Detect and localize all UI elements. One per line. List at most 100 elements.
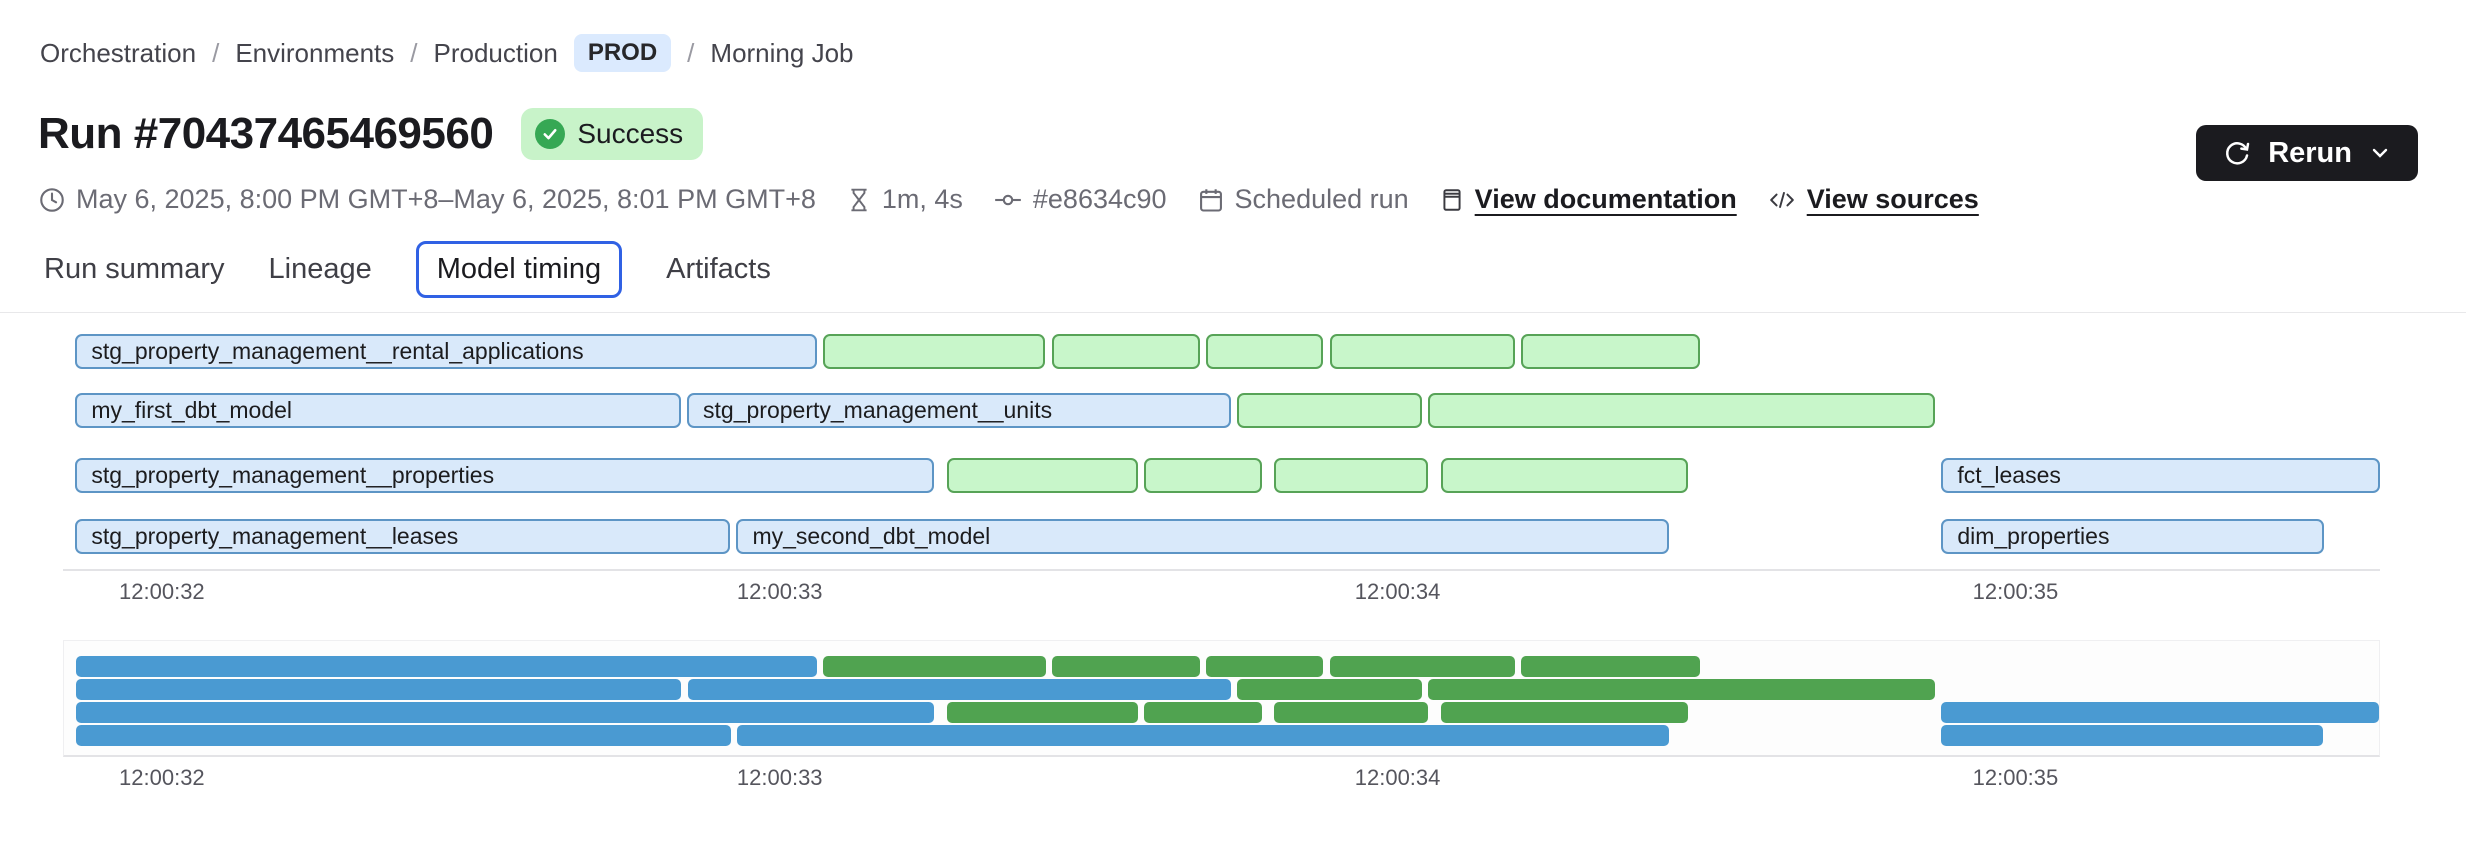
gantt-bar-my_first_dbt_model xyxy=(76,679,682,700)
gantt-bar-stg_property_management__properties xyxy=(76,702,935,723)
gantt-bar-stg_property_management__properties[interactable]: stg_property_management__properties xyxy=(75,458,935,493)
gantt-bar xyxy=(1051,656,1200,677)
axis-tick-label: 12:00:34 xyxy=(1354,579,1441,604)
gantt-bar-stg_property_management__leases xyxy=(76,725,731,746)
gantt-bar-fct_leases xyxy=(1940,702,2379,723)
code-icon xyxy=(1769,191,1794,208)
gantt-bar[interactable] xyxy=(1206,334,1324,369)
chevron-down-icon xyxy=(2372,148,2388,158)
breadcrumb-item-orchestration[interactable]: Orchestration xyxy=(40,37,197,68)
axis-tick-label: 12:00:33 xyxy=(736,579,823,604)
gantt-bar xyxy=(946,702,1139,723)
tab-model-timing[interactable]: Model timing xyxy=(415,241,623,298)
gantt-axis-line xyxy=(63,569,2380,571)
calendar-icon xyxy=(1199,188,1222,212)
axis-tick-label: 12:00:35 xyxy=(1972,765,2059,790)
gantt-bar[interactable] xyxy=(1236,393,1423,428)
run-trigger: Scheduled run xyxy=(1197,184,1409,215)
axis-tick-label: 12:00:34 xyxy=(1354,765,1441,790)
model-timing-gantt: stg_property_management__rental_applicat… xyxy=(63,334,2380,604)
breadcrumb-item-morning-job[interactable]: Morning Job xyxy=(710,37,854,68)
tab-artifacts[interactable]: Artifacts xyxy=(666,253,771,285)
tab-run-summary[interactable]: Run summary xyxy=(44,253,225,285)
gantt-bar xyxy=(1273,702,1429,723)
gantt-bar xyxy=(1520,656,1700,677)
refresh-icon xyxy=(2226,142,2250,165)
title-row: Run #70437465469560 Success xyxy=(0,72,2466,160)
breadcrumb-item-production[interactable]: Production xyxy=(433,37,558,68)
gantt-bar[interactable] xyxy=(946,458,1139,493)
gantt-bar-label: stg_property_management__rental_applicat… xyxy=(91,338,584,364)
gantt-bar[interactable] xyxy=(1521,334,1701,369)
gantt-bar[interactable] xyxy=(1144,458,1262,493)
breadcrumb-separator: / xyxy=(212,37,220,68)
gantt-bar[interactable] xyxy=(822,334,1046,369)
gantt-bar-fct_leases[interactable]: fct_leases xyxy=(1941,458,2380,493)
gantt-bar-label: stg_property_management__properties xyxy=(91,462,495,488)
gantt-bar-my_second_dbt_model[interactable]: my_second_dbt_model xyxy=(736,519,1670,554)
gantt-bar-stg_property_management__units xyxy=(687,679,1231,700)
gantt-bar xyxy=(1329,656,1515,677)
breadcrumb-item-environments[interactable]: Environments xyxy=(235,37,395,68)
breadcrumb-separator: / xyxy=(410,37,418,68)
overview-time-axis: 12:00:32 12:00:33 12:00:34 12:00:35 xyxy=(63,765,2380,799)
gantt-bar xyxy=(823,656,1046,677)
gantt-overview-brush[interactable] xyxy=(63,640,2380,757)
axis-tick-label: 12:00:32 xyxy=(119,765,205,790)
success-check-icon xyxy=(535,119,566,149)
gantt-lanes: stg_property_management__rental_applicat… xyxy=(63,334,2380,555)
axis-tick-label: 12:00:33 xyxy=(736,765,823,790)
gantt-bar xyxy=(1440,702,1688,723)
run-trigger-text: Scheduled run xyxy=(1234,184,1409,214)
gantt-overview: 12:00:32 12:00:33 12:00:34 12:00:35 xyxy=(63,640,2380,820)
axis-tick-label: 12:00:32 xyxy=(119,579,205,604)
gantt-bar-stg_property_management__units[interactable]: stg_property_management__units xyxy=(687,393,1231,428)
run-time-range: May 6, 2025, 8:00 PM GMT+8–May 6, 2025, … xyxy=(38,184,816,215)
gantt-bar-stg_property_management__rental_applications xyxy=(76,656,818,677)
gantt-bar xyxy=(1428,679,1935,700)
gantt-bar-label: fct_leases xyxy=(1957,462,2061,488)
view-sources[interactable]: View sources xyxy=(1767,184,1979,215)
view-documentation-link[interactable]: View documentation xyxy=(1474,184,1737,214)
environment-badge: PROD xyxy=(573,34,672,72)
commit-icon xyxy=(995,194,1021,205)
axis-tick-label: 12:00:35 xyxy=(1972,579,2059,604)
status-badge: Success xyxy=(521,108,704,160)
run-meta-row: May 6, 2025, 8:00 PM GMT+8–May 6, 2025, … xyxy=(0,160,2466,215)
gantt-bar[interactable] xyxy=(1051,334,1200,369)
commit-hash: #e8634c90 xyxy=(993,184,1167,215)
gantt-bar-stg_property_management__leases[interactable]: stg_property_management__leases xyxy=(75,519,731,554)
page-title: Run #70437465469560 xyxy=(38,109,494,158)
rerun-button[interactable]: Rerun xyxy=(2196,125,2418,181)
gantt-bar[interactable] xyxy=(1274,458,1429,493)
gantt-bar-dim_properties[interactable]: dim_properties xyxy=(1941,519,2325,554)
gantt-bar-my_second_dbt_model xyxy=(736,725,1670,746)
gantt-bar[interactable] xyxy=(1440,458,1688,493)
gantt-bar xyxy=(1236,679,1423,700)
breadcrumb: Orchestration / Environments / Productio… xyxy=(0,0,2466,72)
run-duration-text: 1m, 4s xyxy=(881,184,963,214)
gantt-bar xyxy=(1144,702,1262,723)
gantt-bar-label: my_first_dbt_model xyxy=(91,397,293,423)
commit-hash-text: #e8634c90 xyxy=(1032,184,1167,214)
tabs-divider xyxy=(0,312,2466,313)
gantt-bar[interactable] xyxy=(1329,334,1515,369)
view-sources-link[interactable]: View sources xyxy=(1806,184,1979,214)
view-documentation[interactable]: View documentation xyxy=(1439,184,1737,215)
run-time-range-text: May 6, 2025, 8:00 PM GMT+8–May 6, 2025, … xyxy=(76,184,816,214)
gantt-bar[interactable] xyxy=(1428,393,1936,428)
gantt-bar xyxy=(1206,656,1324,677)
gantt-time-axis: 12:00:32 12:00:33 12:00:34 12:00:35 xyxy=(63,579,2380,613)
gantt-bar-stg_property_management__rental_applications[interactable]: stg_property_management__rental_applicat… xyxy=(75,334,817,369)
rerun-button-label: Rerun xyxy=(2268,136,2352,169)
gantt-bar-label: stg_property_management__leases xyxy=(91,523,459,549)
run-tabs: Run summary Lineage Model timing Artifac… xyxy=(0,215,2466,298)
gantt-bar-label: stg_property_management__units xyxy=(703,397,1053,423)
gantt-bar-label: my_second_dbt_model xyxy=(752,523,991,549)
tab-lineage[interactable]: Lineage xyxy=(268,253,372,285)
clock-icon xyxy=(40,187,64,212)
breadcrumb-separator: / xyxy=(687,37,695,68)
gantt-bar-my_first_dbt_model[interactable]: my_first_dbt_model xyxy=(75,393,681,428)
gantt-bar-label: dim_properties xyxy=(1957,523,2110,549)
